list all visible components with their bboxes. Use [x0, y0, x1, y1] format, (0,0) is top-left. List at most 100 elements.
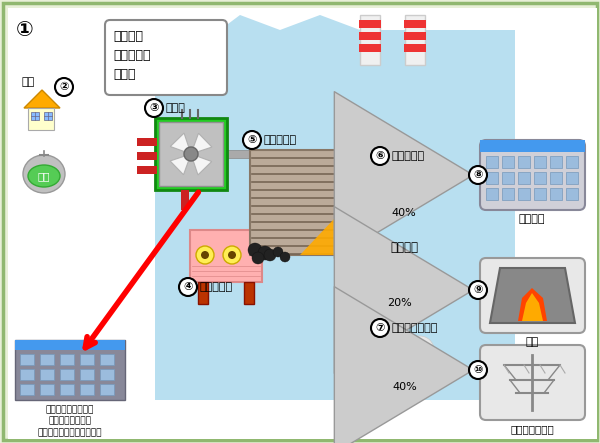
Circle shape [243, 131, 261, 149]
Text: 取り出された金属は
リサイクル工場へ
（マテリアルリサイクル）: 取り出された金属は リサイクル工場へ （マテリアルリサイクル） [38, 405, 102, 438]
Bar [396, 153, 412, 165]
Circle shape [371, 147, 389, 165]
Text: ②: ② [59, 82, 68, 92]
Bar [28, 108, 54, 130]
Bar [40, 369, 54, 380]
Circle shape [406, 266, 424, 284]
Circle shape [228, 251, 236, 259]
Circle shape [145, 99, 163, 117]
Circle shape [372, 257, 398, 283]
Circle shape [469, 166, 487, 184]
Text: ④: ④ [184, 282, 193, 292]
Bar [391, 176, 417, 199]
Bar [137, 152, 157, 160]
Bar [60, 369, 74, 380]
Bar [31, 112, 39, 120]
Circle shape [397, 257, 421, 281]
Text: コークス炉ガス: コークス炉ガス [391, 323, 437, 333]
Ellipse shape [23, 155, 65, 193]
Bar [359, 20, 381, 28]
Text: 塩ビ選別機: 塩ビ選別機 [200, 282, 233, 292]
Bar [20, 369, 34, 380]
Bar [80, 354, 94, 365]
Bar [8, 8, 155, 439]
Circle shape [196, 246, 214, 264]
Text: コークス: コークス [390, 241, 418, 253]
Bar [518, 188, 530, 200]
Text: 破砕機: 破砕機 [165, 103, 185, 113]
Bar [227, 150, 250, 158]
Circle shape [371, 319, 389, 337]
Bar [534, 172, 546, 184]
Circle shape [416, 347, 438, 369]
Bar [155, 118, 227, 190]
Bar [359, 32, 381, 40]
Circle shape [386, 254, 408, 276]
Circle shape [179, 278, 197, 296]
Ellipse shape [28, 165, 60, 187]
Bar [15, 340, 125, 400]
Bar [20, 384, 34, 395]
Bar [15, 340, 125, 350]
Bar [190, 230, 262, 282]
Circle shape [258, 246, 272, 260]
Text: ⑨: ⑨ [473, 285, 482, 295]
Circle shape [273, 247, 283, 257]
Circle shape [393, 267, 413, 287]
Bar [100, 354, 114, 365]
Text: ③: ③ [149, 103, 158, 113]
Polygon shape [191, 154, 212, 175]
Bar [550, 172, 562, 184]
FancyBboxPatch shape [105, 20, 227, 95]
Text: 40%: 40% [392, 208, 416, 218]
Bar [486, 156, 498, 168]
Bar [404, 32, 426, 40]
Bar [390, 163, 418, 201]
Text: 高炉: 高炉 [526, 337, 539, 347]
Text: ⑧: ⑧ [473, 170, 482, 180]
Bar [137, 138, 157, 146]
Bar [40, 354, 54, 365]
FancyBboxPatch shape [480, 140, 585, 210]
Polygon shape [170, 154, 191, 175]
Text: 家庭: 家庭 [22, 77, 35, 87]
Bar [60, 384, 74, 395]
Circle shape [469, 361, 487, 379]
Bar [60, 354, 74, 365]
Bar [518, 172, 530, 184]
Text: 発電などに利用: 発電などに利用 [510, 424, 554, 434]
Bar [566, 188, 578, 200]
Polygon shape [155, 15, 515, 400]
Polygon shape [24, 90, 60, 108]
Circle shape [406, 336, 434, 364]
Bar [566, 156, 578, 168]
Bar [502, 188, 514, 200]
Bar [80, 369, 94, 380]
Bar [394, 160, 414, 165]
Circle shape [55, 78, 73, 96]
Bar [181, 190, 189, 210]
Text: ⑤: ⑤ [247, 135, 257, 145]
Bar [502, 172, 514, 184]
Text: コークス炉: コークス炉 [264, 135, 297, 145]
Circle shape [252, 252, 264, 264]
Text: ⑥: ⑥ [376, 151, 385, 161]
Bar [566, 172, 578, 184]
Text: ごみ: ごみ [38, 171, 50, 181]
Bar [360, 15, 380, 65]
Bar [404, 20, 426, 28]
Bar [44, 112, 52, 120]
Bar [198, 282, 208, 304]
Text: 破砕機で
こなごなに
します: 破砕機で こなごなに します [113, 30, 151, 81]
FancyBboxPatch shape [480, 345, 585, 420]
Bar [534, 156, 546, 168]
Circle shape [381, 269, 401, 289]
Polygon shape [300, 202, 350, 255]
Text: ①: ① [16, 20, 34, 40]
Circle shape [248, 243, 262, 257]
Bar [350, 198, 370, 206]
Bar [250, 150, 350, 255]
Circle shape [201, 251, 209, 259]
Polygon shape [490, 268, 575, 323]
Bar [155, 30, 515, 400]
